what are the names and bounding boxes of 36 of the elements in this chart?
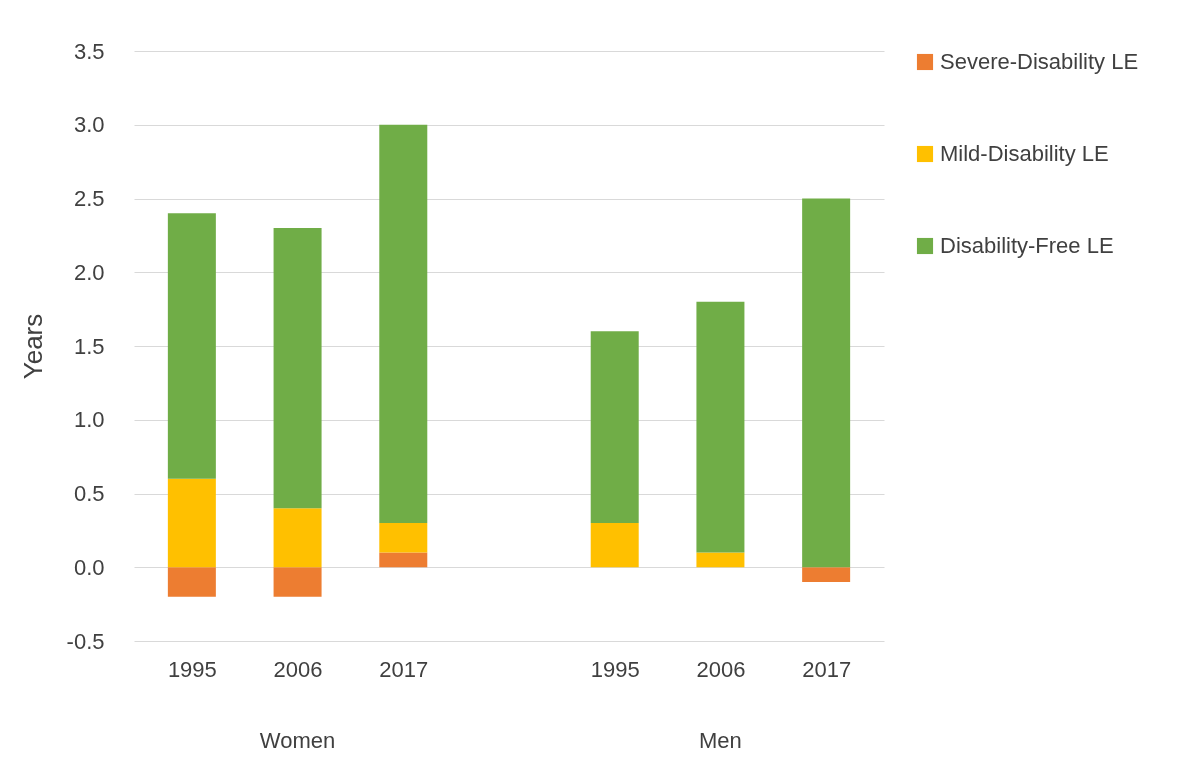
y-tick-label: 1.0 xyxy=(73,407,105,433)
bar xyxy=(379,523,428,553)
y-tick-label: 3.5 xyxy=(73,38,105,64)
bar xyxy=(273,567,322,597)
bar xyxy=(590,331,639,523)
x-tick-label: 2017 xyxy=(802,656,852,682)
text: Men xyxy=(699,728,742,753)
x-tick-label: 2006 xyxy=(696,656,746,682)
bar xyxy=(167,213,216,479)
bar xyxy=(379,124,428,523)
legend-label: Severe-Disability LE xyxy=(940,49,1139,74)
legend-label: Disability-Free LE xyxy=(940,233,1114,258)
bar xyxy=(696,552,745,568)
y-axis-title: Years xyxy=(17,313,48,380)
legend-label: Mild-Disability LE xyxy=(940,141,1109,166)
x-tick-label: 1995 xyxy=(167,656,217,682)
bar xyxy=(167,478,216,568)
bar xyxy=(273,228,322,509)
y-tick-label: 2.0 xyxy=(73,259,105,285)
bar xyxy=(167,567,216,597)
text: Women xyxy=(259,728,336,753)
y-tick-label: 1.5 xyxy=(73,333,105,359)
y-tick-label: 2.5 xyxy=(73,186,105,211)
bar xyxy=(802,198,851,568)
bar xyxy=(802,567,851,582)
bar xyxy=(696,301,745,553)
y-tick-label: 0.5 xyxy=(73,481,105,506)
x-tick-label: 1995 xyxy=(590,656,640,682)
y-tick-label: 0.0 xyxy=(73,554,105,580)
bar xyxy=(273,508,322,568)
y-tick-label: 3.0 xyxy=(73,112,105,138)
bar xyxy=(379,552,428,568)
x-tick-label: 2006 xyxy=(273,656,323,682)
bar xyxy=(590,523,639,568)
x-tick-label: 2017 xyxy=(379,656,429,682)
y-tick-label: -0.5 xyxy=(66,628,105,654)
